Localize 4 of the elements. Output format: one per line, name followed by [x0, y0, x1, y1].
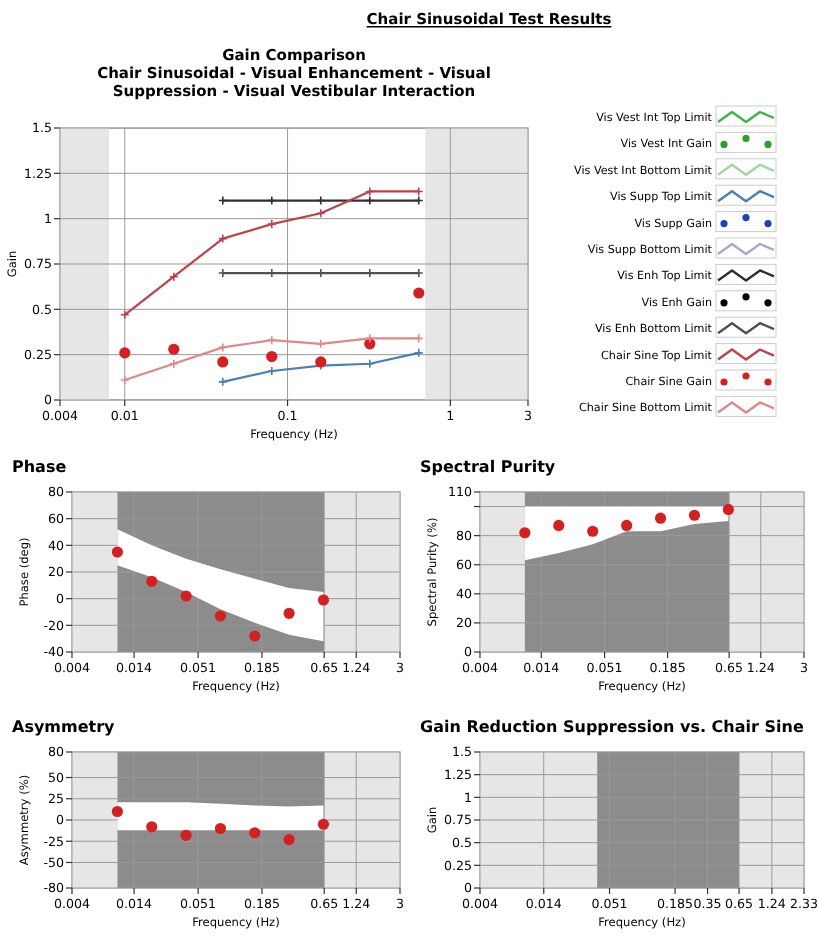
chart-title: Phase [12, 458, 68, 476]
chart-title: Gain Reduction Suppression vs. Chair Sine [420, 718, 805, 736]
chart-title: Asymmetry [12, 718, 117, 736]
chart-title: Spectral Purity [420, 458, 557, 476]
